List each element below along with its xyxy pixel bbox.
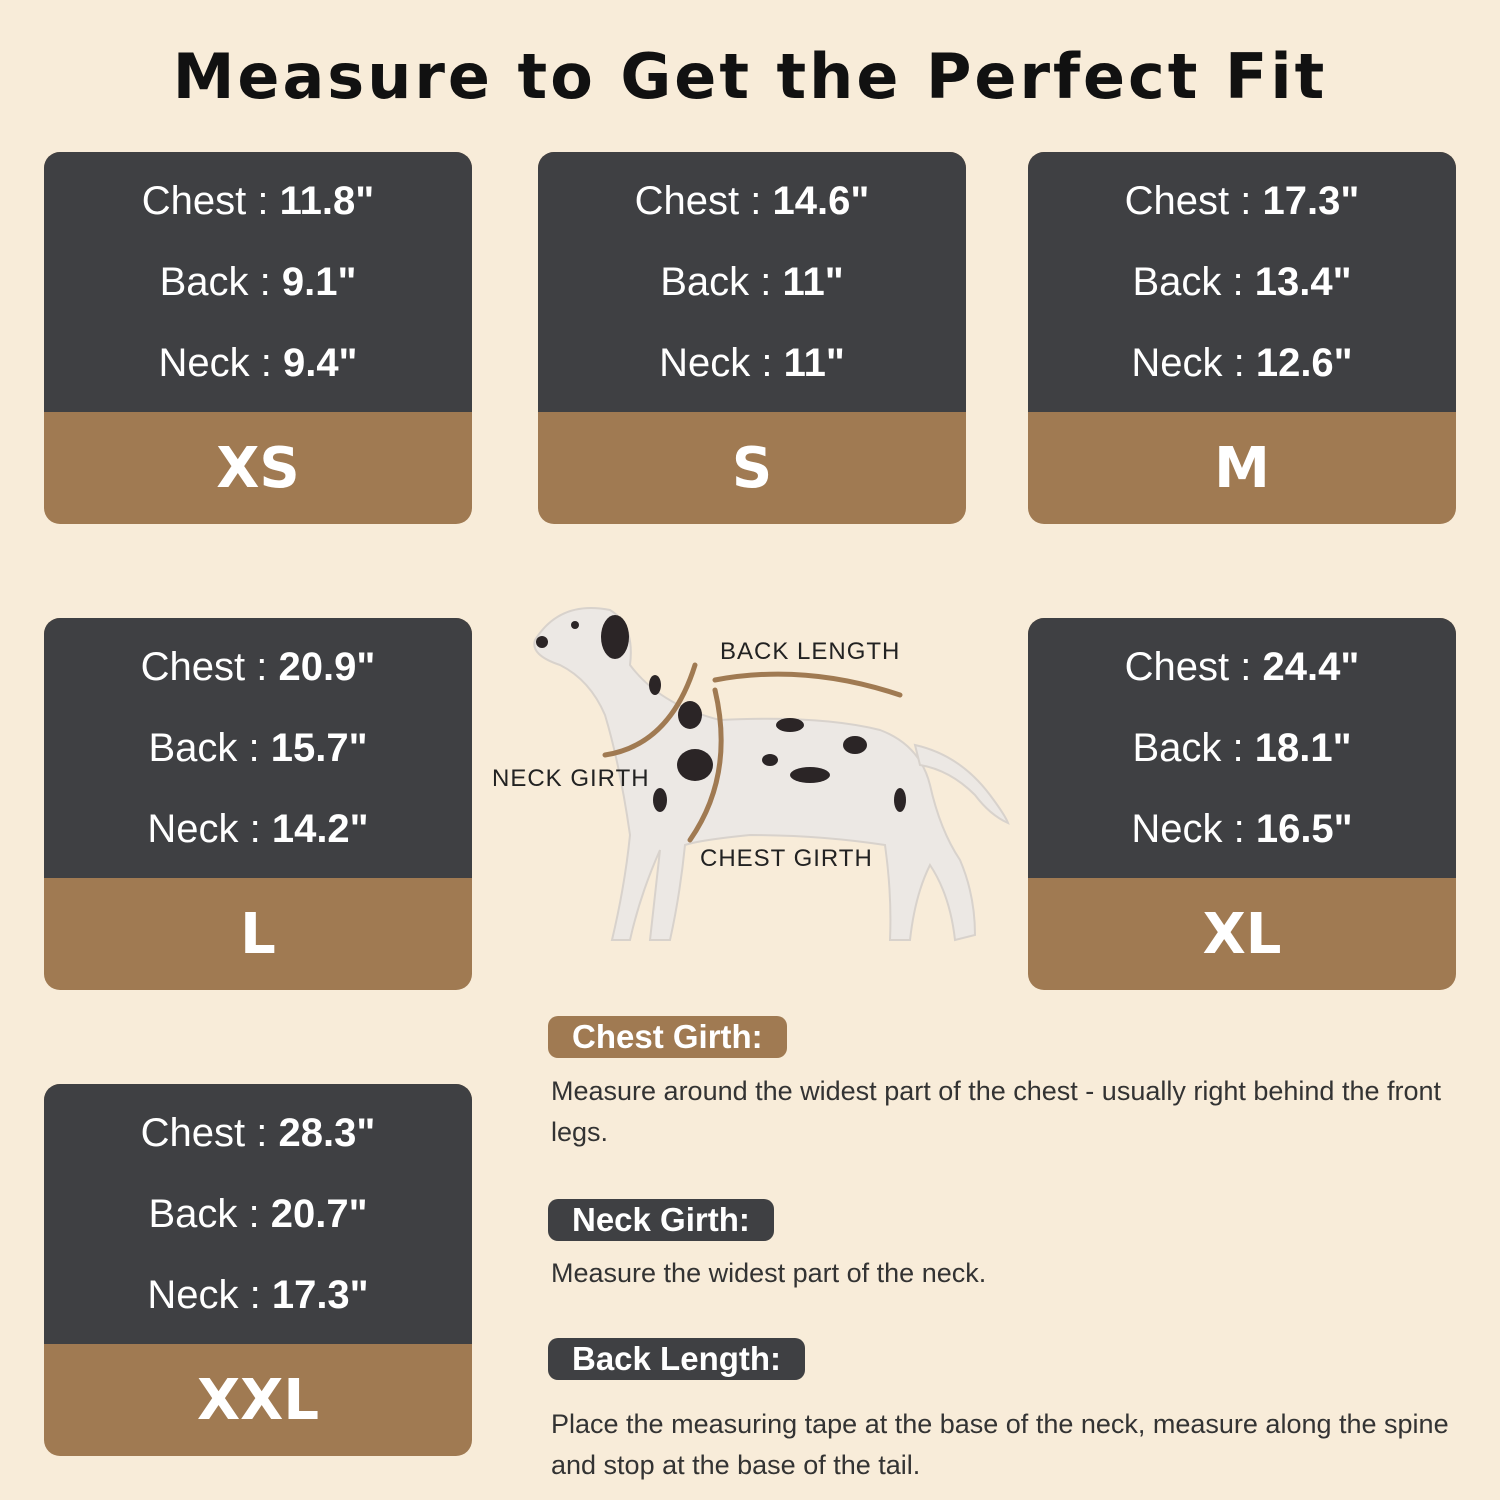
neck-measurement: Neck : 9.4": [158, 323, 357, 404]
neck-label: Neck :: [147, 1272, 272, 1317]
back-label: Back :: [660, 259, 783, 304]
chest-value: 28.3": [278, 1110, 376, 1155]
size-card: Chest : 20.9" Back : 15.7" Neck : 14.2" L: [44, 618, 472, 990]
neck-label: Neck :: [147, 806, 272, 851]
neck-measurement: Neck : 11": [659, 323, 845, 404]
back-length-description: Place the measuring tape at the base of …: [551, 1409, 1449, 1480]
back-value: 15.7": [270, 725, 368, 770]
back-label: Back :: [1132, 259, 1255, 304]
size-card: Chest : 14.6" Back : 11" Neck : 11" S: [538, 152, 966, 524]
chest-value: 24.4": [1262, 644, 1360, 689]
back-value: 13.4": [1254, 259, 1352, 304]
neck-label: Neck :: [659, 340, 784, 385]
chest-value: 11.8": [279, 178, 375, 223]
size-label: XS: [216, 435, 300, 501]
back-label: Back :: [1132, 725, 1255, 770]
measurements: Chest : 20.9" Back : 15.7" Neck : 14.2": [44, 618, 472, 878]
back-label: Back :: [159, 259, 282, 304]
measurements: Chest : 28.3" Back : 20.7" Neck : 17.3": [44, 1084, 472, 1344]
neck-value: 12.6": [1255, 340, 1353, 385]
back-measurement: Back : 15.7": [148, 708, 367, 789]
chest-measurement: Chest : 24.4": [1125, 627, 1360, 708]
chest-girth-description: Measure around the widest part of the ch…: [551, 1076, 1442, 1147]
back-value: 20.7": [270, 1191, 368, 1236]
page-title: Measure to Get the Perfect Fit: [172, 40, 1328, 113]
neck-girth-label: NECK GIRTH: [492, 765, 650, 792]
size-label: L: [240, 901, 276, 967]
neck-measurement: Neck : 12.6": [1131, 323, 1352, 404]
chest-label: Chest :: [141, 178, 280, 223]
back-measurement: Back : 18.1": [1132, 708, 1351, 789]
back-measurement: Back : 9.1": [160, 242, 357, 323]
chest-measurement: Chest : 28.3": [141, 1093, 376, 1174]
neck-girth-description: Measure the widest part of the neck.: [551, 1258, 987, 1288]
chest-label: Chest :: [1124, 178, 1263, 223]
size-card: Chest : 24.4" Back : 18.1" Neck : 16.5" XL: [1028, 618, 1456, 990]
back-value: 18.1": [1254, 725, 1352, 770]
chest-measurement: Chest : 11.8": [142, 161, 374, 242]
measurements: Chest : 11.8" Back : 9.1" Neck : 9.4": [44, 152, 472, 412]
measurements: Chest : 24.4" Back : 18.1" Neck : 16.5": [1028, 618, 1456, 878]
dalmatian-illustration: [533, 607, 1010, 942]
size-card: Chest : 17.3" Back : 13.4" Neck : 12.6" M: [1028, 152, 1456, 524]
chest-label: Chest :: [634, 178, 773, 223]
back-value: 11": [782, 259, 844, 304]
size-label: XL: [1202, 901, 1282, 967]
neck-value: 9.4": [282, 340, 358, 385]
chest-value: 20.9": [278, 644, 376, 689]
chest-measurement: Chest : 17.3": [1125, 161, 1360, 242]
size-card: Chest : 11.8" Back : 9.1" Neck : 9.4" XS: [44, 152, 472, 524]
neck-label: Neck :: [1131, 340, 1256, 385]
neck-girth-badge: Neck Girth:: [548, 1199, 774, 1241]
size-label: S: [731, 435, 773, 501]
back-length-label: BACK LENGTH: [720, 638, 901, 665]
chest-girth-label: CHEST GIRTH: [700, 845, 873, 872]
chest-label: Chest :: [1124, 644, 1263, 689]
size-label: M: [1214, 435, 1270, 501]
neck-measurement: Neck : 16.5": [1131, 789, 1352, 870]
back-value: 9.1": [281, 259, 357, 304]
chest-measurement: Chest : 14.6": [635, 161, 870, 242]
neck-value: 16.5": [1255, 806, 1353, 851]
size-label: XXL: [196, 1367, 320, 1433]
neck-measurement: Neck : 17.3": [147, 1255, 368, 1336]
neck-value: 14.2": [271, 806, 369, 851]
neck-value: 11": [783, 340, 845, 385]
measurements: Chest : 14.6" Back : 11" Neck : 11": [538, 152, 966, 412]
chest-girth-badge: Chest Girth:: [548, 1016, 787, 1058]
neck-measurement: Neck : 14.2": [147, 789, 368, 870]
measurements: Chest : 17.3" Back : 13.4" Neck : 12.6": [1028, 152, 1456, 412]
back-measurement: Back : 11": [660, 242, 844, 323]
chest-label: Chest :: [140, 1110, 279, 1155]
chest-label: Chest :: [140, 644, 279, 689]
back-label: Back :: [148, 1191, 271, 1236]
neck-label: Neck :: [158, 340, 283, 385]
chest-measurement: Chest : 20.9": [141, 627, 376, 708]
back-measurement: Back : 20.7": [148, 1174, 367, 1255]
chest-value: 17.3": [1262, 178, 1360, 223]
neck-value: 17.3": [271, 1272, 369, 1317]
neck-label: Neck :: [1131, 806, 1256, 851]
chest-value: 14.6": [772, 178, 870, 223]
back-length-badge: Back Length:: [548, 1338, 806, 1380]
size-card: Chest : 28.3" Back : 20.7" Neck : 17.3" XX…: [44, 1084, 472, 1456]
back-label: Back :: [148, 725, 271, 770]
back-measurement: Back : 13.4": [1132, 242, 1351, 323]
